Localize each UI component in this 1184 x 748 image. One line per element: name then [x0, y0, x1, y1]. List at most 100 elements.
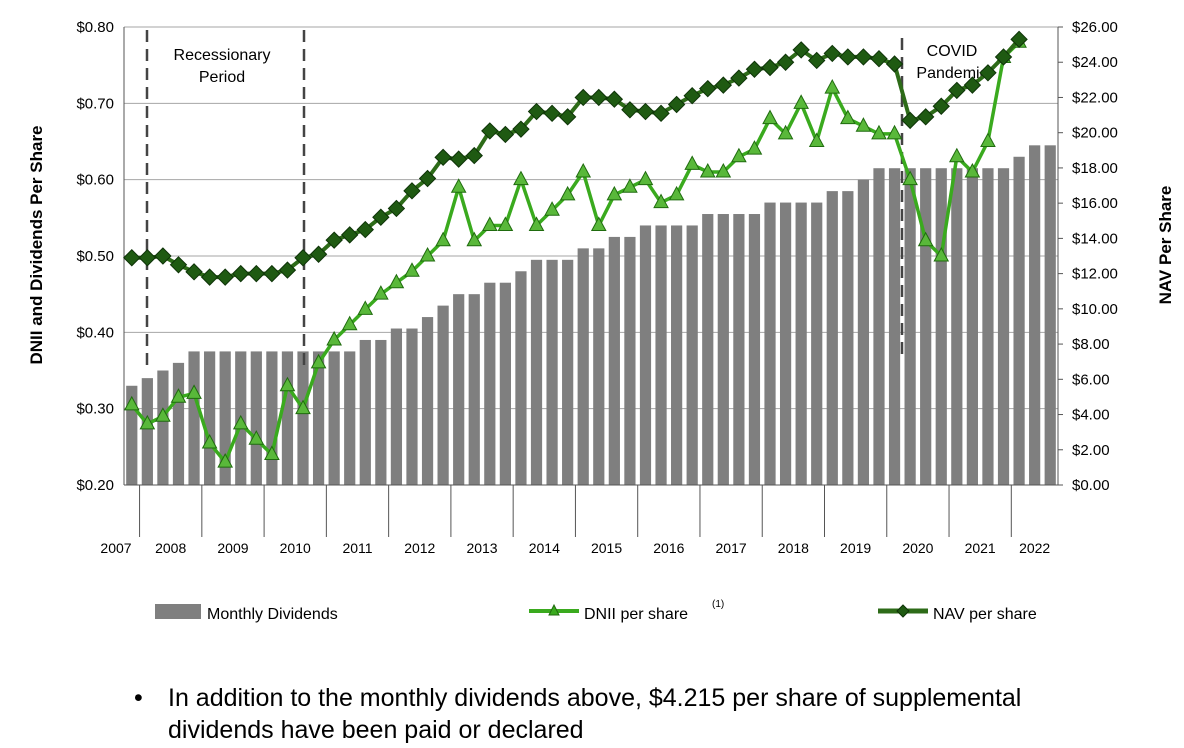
dnii-point: [139, 414, 156, 430]
dnii-point: [528, 216, 545, 231]
dividend-bar: [515, 271, 527, 485]
dnii-point: [699, 162, 716, 178]
left-tick-label: $0.70: [76, 95, 114, 112]
dnii-point: [155, 407, 171, 422]
dividend-bar: [484, 282, 496, 485]
nav-point: [761, 58, 779, 77]
nav-point: [309, 245, 328, 263]
dnii-point: [980, 132, 996, 147]
nav-point: [854, 48, 873, 66]
legend-label-dnii: DNII per share: [584, 606, 688, 623]
footnote-bullet: • In addition to the monthly dividends a…: [134, 682, 1094, 746]
right-axis-title: NAV Per Share: [1156, 186, 1175, 305]
nav-point: [963, 76, 982, 94]
nav-point: [325, 231, 343, 249]
nav-point: [621, 101, 639, 119]
dnii-point: [248, 430, 265, 445]
right-tick-label: $24.00: [1072, 54, 1118, 71]
nav-point: [387, 199, 406, 218]
nav-point: [885, 55, 904, 73]
legend-marker-nav: [896, 604, 910, 618]
dnii-point: [762, 109, 778, 125]
legend-swatch-dividends: [155, 604, 201, 619]
dividend-bar: [390, 328, 403, 485]
year-label: 2008: [155, 540, 186, 556]
dividend-bar: [546, 259, 558, 485]
dividend-bar: [779, 202, 792, 486]
dnii-point: [871, 124, 887, 140]
dnii-point: [217, 453, 234, 468]
nav-point: [574, 88, 592, 107]
year-label: 2012: [404, 540, 435, 556]
dividend-bar: [873, 168, 885, 485]
dividend-bar: [157, 370, 169, 485]
left-tick-label: $0.80: [76, 19, 114, 36]
dividend-bar: [359, 339, 371, 485]
year-label: 2010: [280, 540, 311, 556]
dividend-bar: [997, 168, 1010, 485]
covid-label: COVID: [927, 43, 978, 60]
left-tick-label: $0.40: [76, 324, 114, 341]
nav-point: [200, 268, 219, 286]
dnii-point: [948, 147, 965, 163]
year-label: 2019: [840, 540, 871, 556]
dnii-point: [232, 414, 249, 430]
nav-point: [527, 102, 546, 121]
year-label: 2015: [591, 540, 622, 556]
recession-label: Period: [199, 69, 245, 86]
dnii-point: [902, 170, 918, 186]
dnii-point: [684, 155, 701, 170]
dividend-bar: [702, 214, 714, 485]
dividend-bar: [562, 259, 574, 485]
dnii-point: [279, 376, 296, 392]
nav-point: [169, 256, 188, 274]
dnii-point: [186, 384, 202, 399]
dividend-bar: [172, 362, 185, 485]
right-tick-label: $10.00: [1072, 301, 1118, 318]
recession-label: Recessionary: [174, 47, 271, 64]
dividend-bar: [453, 294, 465, 485]
dnii-point: [170, 388, 187, 403]
year-label: 2016: [653, 540, 684, 556]
nav-point: [403, 182, 421, 200]
dnii-point: [840, 109, 856, 125]
nav-point: [590, 88, 608, 107]
year-label: 2014: [529, 540, 560, 556]
nav-point: [434, 148, 452, 167]
dnii-point: [777, 124, 794, 140]
dividend-bar: [826, 191, 838, 485]
dnii-point: [435, 231, 451, 247]
dnii-point: [964, 162, 981, 178]
dnii-point: [746, 140, 763, 155]
dividend-bar: [686, 225, 698, 485]
right-tick-label: $14.00: [1072, 230, 1118, 247]
right-tick-label: $4.00: [1072, 407, 1110, 424]
dividend-bar: [904, 168, 916, 485]
right-tick-label: $8.00: [1072, 336, 1110, 353]
dnii-point: [808, 132, 825, 147]
dnii-point: [201, 433, 218, 449]
nav-point: [278, 261, 297, 279]
dnii-point: [497, 216, 514, 231]
legend-label-dividends: Monthly Dividends: [207, 606, 338, 623]
dividend-bar: [920, 168, 932, 485]
dividend-bar: [126, 385, 138, 485]
monthly-dividend-bars: [126, 145, 1056, 486]
nav-point: [714, 76, 733, 94]
dnii-point: [559, 185, 576, 201]
dividend-bar: [1029, 145, 1041, 486]
dnii-point: [637, 170, 654, 186]
left-tick-label: $0.30: [76, 401, 114, 418]
dividend-bar: [499, 282, 511, 485]
dnii-point: [855, 117, 872, 132]
year-label: 2017: [716, 540, 747, 556]
dividend-bar: [811, 202, 823, 486]
dividend-bar: [888, 168, 901, 485]
nav-point: [776, 53, 795, 71]
year-label: 2011: [342, 540, 372, 556]
nav-point: [341, 226, 359, 244]
dnii-line: [130, 41, 1021, 464]
bullet-text: In addition to the monthly dividends abo…: [168, 684, 1022, 744]
dnii-point: [295, 399, 311, 415]
nav-point: [667, 95, 686, 114]
